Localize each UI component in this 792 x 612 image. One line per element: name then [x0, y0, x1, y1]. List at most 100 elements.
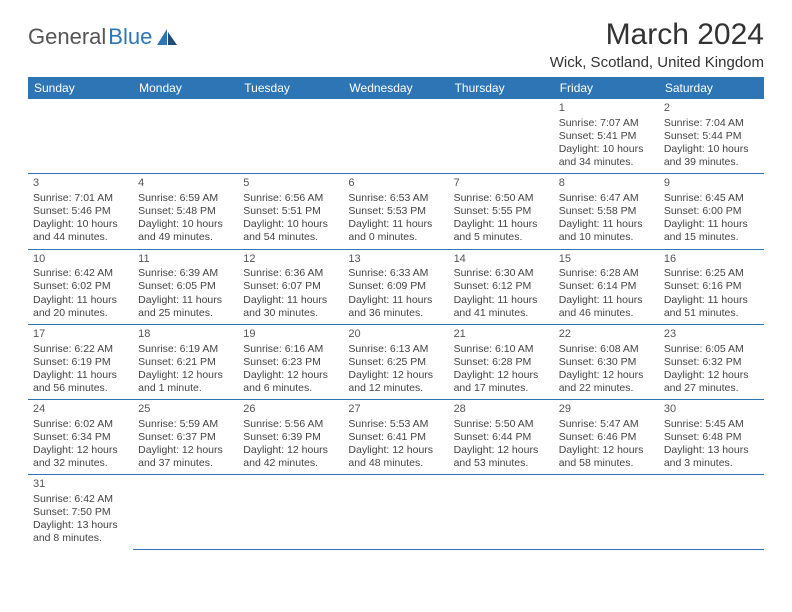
day-info-line: Sunset: 6:02 PM — [33, 280, 128, 293]
day-info-line: Daylight: 13 hours — [664, 444, 759, 457]
day-info-line: Daylight: 10 hours — [33, 218, 128, 231]
day-info-line: Sunset: 7:50 PM — [33, 506, 128, 519]
calendar-day-cell: 30Sunrise: 5:45 AMSunset: 6:48 PMDayligh… — [659, 400, 764, 475]
day-info-line: and 15 minutes. — [664, 231, 759, 244]
day-info-line: and 54 minutes. — [243, 231, 338, 244]
day-header: Saturday — [659, 77, 764, 99]
day-info-line: Sunrise: 5:59 AM — [138, 418, 233, 431]
day-info-line: Daylight: 12 hours — [454, 369, 549, 382]
day-info-line: Sunrise: 6:42 AM — [33, 493, 128, 506]
calendar-day-cell: 20Sunrise: 6:13 AMSunset: 6:25 PMDayligh… — [343, 324, 448, 399]
logo: GeneralBlue — [28, 24, 178, 50]
day-info-line: and 5 minutes. — [454, 231, 549, 244]
day-info-line: Sunset: 6:41 PM — [348, 431, 443, 444]
day-number: 12 — [243, 253, 338, 267]
day-number: 29 — [559, 403, 654, 417]
day-info-line: Sunrise: 6:05 AM — [664, 343, 759, 356]
day-info-line: Daylight: 11 hours — [348, 294, 443, 307]
day-number: 6 — [348, 177, 443, 191]
day-info-line: and 20 minutes. — [33, 307, 128, 320]
day-info-line: Daylight: 10 hours — [664, 143, 759, 156]
day-info-line: and 39 minutes. — [664, 156, 759, 169]
calendar-day-cell: 9Sunrise: 6:45 AMSunset: 6:00 PMDaylight… — [659, 174, 764, 249]
day-info-line: Sunrise: 6:33 AM — [348, 267, 443, 280]
day-number: 30 — [664, 403, 759, 417]
day-info: Sunrise: 6:08 AMSunset: 6:30 PMDaylight:… — [559, 343, 654, 396]
calendar-day-cell: 8Sunrise: 6:47 AMSunset: 5:58 PMDaylight… — [554, 174, 659, 249]
day-info: Sunrise: 6:36 AMSunset: 6:07 PMDaylight:… — [243, 267, 338, 320]
day-info: Sunrise: 6:28 AMSunset: 6:14 PMDaylight:… — [559, 267, 654, 320]
day-number: 18 — [138, 328, 233, 342]
day-info-line: and 56 minutes. — [33, 382, 128, 395]
day-info-line: Sunrise: 6:22 AM — [33, 343, 128, 356]
day-info: Sunrise: 6:02 AMSunset: 6:34 PMDaylight:… — [33, 418, 128, 471]
calendar-day-cell: 13Sunrise: 6:33 AMSunset: 6:09 PMDayligh… — [343, 249, 448, 324]
calendar-day-cell: 15Sunrise: 6:28 AMSunset: 6:14 PMDayligh… — [554, 249, 659, 324]
day-info: Sunrise: 5:59 AMSunset: 6:37 PMDaylight:… — [138, 418, 233, 471]
day-info-line: Sunrise: 6:28 AM — [559, 267, 654, 280]
day-info-line: and 49 minutes. — [138, 231, 233, 244]
day-info: Sunrise: 6:05 AMSunset: 6:32 PMDaylight:… — [664, 343, 759, 396]
day-info-line: Daylight: 12 hours — [664, 369, 759, 382]
day-info-line: Sunset: 6:37 PM — [138, 431, 233, 444]
calendar-body: 1Sunrise: 7:07 AMSunset: 5:41 PMDaylight… — [28, 99, 764, 550]
day-info-line: Sunset: 6:32 PM — [664, 356, 759, 369]
day-info-line: Sunset: 6:28 PM — [454, 356, 549, 369]
day-number: 23 — [664, 328, 759, 342]
day-info-line: Sunrise: 6:25 AM — [664, 267, 759, 280]
logo-sail-icon — [156, 28, 178, 46]
day-info-line: Sunset: 5:55 PM — [454, 205, 549, 218]
day-info-line: Daylight: 12 hours — [559, 444, 654, 457]
day-info-line: Sunrise: 6:36 AM — [243, 267, 338, 280]
day-info-line: Sunset: 6:16 PM — [664, 280, 759, 293]
calendar-day-cell: 10Sunrise: 6:42 AMSunset: 6:02 PMDayligh… — [28, 249, 133, 324]
day-info-line: Sunrise: 7:01 AM — [33, 192, 128, 205]
day-info-line: and 22 minutes. — [559, 382, 654, 395]
day-info-line: and 44 minutes. — [33, 231, 128, 244]
calendar-empty-cell — [554, 475, 659, 550]
day-info-line: Sunset: 6:00 PM — [664, 205, 759, 218]
calendar-day-cell: 25Sunrise: 5:59 AMSunset: 6:37 PMDayligh… — [133, 400, 238, 475]
day-info-line: Sunrise: 6:39 AM — [138, 267, 233, 280]
logo-text-blue: Blue — [108, 24, 152, 50]
day-info-line: Sunset: 6:46 PM — [559, 431, 654, 444]
day-info-line: Sunset: 6:23 PM — [243, 356, 338, 369]
calendar-day-cell: 26Sunrise: 5:56 AMSunset: 6:39 PMDayligh… — [238, 400, 343, 475]
day-info-line: Sunset: 6:07 PM — [243, 280, 338, 293]
calendar-empty-cell — [449, 475, 554, 550]
day-info-line: Sunrise: 6:16 AM — [243, 343, 338, 356]
calendar-day-cell: 16Sunrise: 6:25 AMSunset: 6:16 PMDayligh… — [659, 249, 764, 324]
day-info: Sunrise: 6:10 AMSunset: 6:28 PMDaylight:… — [454, 343, 549, 396]
day-info-line: Daylight: 12 hours — [243, 444, 338, 457]
day-number: 24 — [33, 403, 128, 417]
calendar-week-row: 10Sunrise: 6:42 AMSunset: 6:02 PMDayligh… — [28, 249, 764, 324]
day-info-line: Daylight: 12 hours — [138, 444, 233, 457]
day-number: 16 — [664, 253, 759, 267]
day-info-line: and 1 minute. — [138, 382, 233, 395]
day-info-line: Sunset: 5:46 PM — [33, 205, 128, 218]
day-number: 11 — [138, 253, 233, 267]
day-info-line: and 6 minutes. — [243, 382, 338, 395]
day-info-line: and 30 minutes. — [243, 307, 338, 320]
day-info-line: Daylight: 12 hours — [138, 369, 233, 382]
day-info: Sunrise: 6:16 AMSunset: 6:23 PMDaylight:… — [243, 343, 338, 396]
day-info-line: Sunrise: 6:10 AM — [454, 343, 549, 356]
calendar-day-cell: 12Sunrise: 6:36 AMSunset: 6:07 PMDayligh… — [238, 249, 343, 324]
day-info-line: Daylight: 10 hours — [138, 218, 233, 231]
day-number: 13 — [348, 253, 443, 267]
day-info-line: and 37 minutes. — [138, 457, 233, 470]
day-info-line: Sunrise: 5:47 AM — [559, 418, 654, 431]
calendar-day-cell: 4Sunrise: 6:59 AMSunset: 5:48 PMDaylight… — [133, 174, 238, 249]
day-info-line: Daylight: 11 hours — [138, 294, 233, 307]
day-number: 4 — [138, 177, 233, 191]
day-info-line: Sunset: 6:14 PM — [559, 280, 654, 293]
calendar-day-cell: 22Sunrise: 6:08 AMSunset: 6:30 PMDayligh… — [554, 324, 659, 399]
logo-text-gray: General — [28, 24, 106, 50]
day-info-line: and 3 minutes. — [664, 457, 759, 470]
day-info-line: and 58 minutes. — [559, 457, 654, 470]
day-number: 25 — [138, 403, 233, 417]
day-number: 26 — [243, 403, 338, 417]
day-number: 8 — [559, 177, 654, 191]
day-number: 7 — [454, 177, 549, 191]
day-info: Sunrise: 7:01 AMSunset: 5:46 PMDaylight:… — [33, 192, 128, 245]
